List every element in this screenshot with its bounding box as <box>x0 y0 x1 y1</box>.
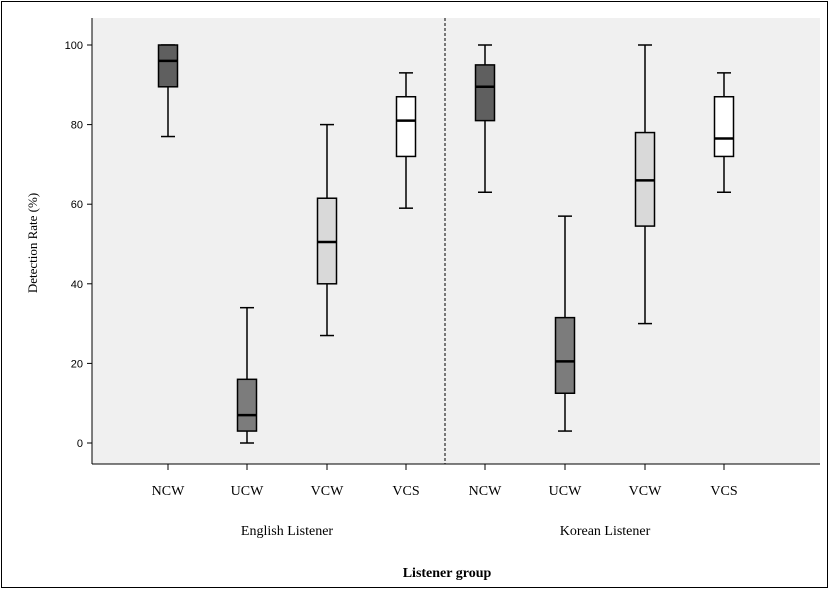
iqr-box <box>395 95 417 158</box>
x-ticks: NCW UCW VCW VCS NCW UCW VCW VCS <box>152 464 738 499</box>
x-axis-label: Listener group <box>403 566 492 581</box>
y-ticks: 0 20 40 60 80 100 <box>65 40 92 450</box>
box-korean-ucw <box>554 215 576 432</box>
x-tick-label: NCW <box>469 484 502 499</box>
iqr-box <box>713 95 735 158</box>
x-tick-label: NCW <box>152 484 185 499</box>
y-tick-label: 20 <box>71 358 83 370</box>
y-tick-label: 60 <box>71 199 83 211</box>
y-tick-label: 40 <box>71 279 83 291</box>
x-tick-label: VCW <box>629 484 662 499</box>
y-tick-label: 100 <box>65 40 83 52</box>
x-tick-label: VCS <box>392 484 419 499</box>
boxes <box>157 44 735 444</box>
iqr-box <box>554 316 576 395</box>
box-english-ncw <box>157 44 179 138</box>
y-tick-label: 0 <box>77 438 83 450</box>
iqr-box <box>157 44 179 88</box>
iqr-box <box>474 64 496 122</box>
iqr-box <box>236 378 258 432</box>
group-labels: English Listener Korean Listener <box>241 524 651 539</box>
y-tick-label: 80 <box>71 120 83 132</box>
y-axis-label: Detection Rate (%) <box>25 193 40 293</box>
plot-area <box>92 18 820 464</box>
x-tick-label: UCW <box>231 484 264 499</box>
box-korean-vcw <box>634 44 656 325</box>
x-tick-label: UCW <box>549 484 582 499</box>
box-korean-vcs <box>713 72 735 194</box>
group-label: English Listener <box>241 524 333 539</box>
x-tick-label: VCS <box>710 484 737 499</box>
box-korean-ncw <box>474 44 496 194</box>
group-label: Korean Listener <box>560 524 651 539</box>
box-english-vcs <box>395 72 417 209</box>
box-english-ucw <box>236 306 258 444</box>
box-english-vcw <box>316 123 338 337</box>
x-tick-label: VCW <box>311 484 344 499</box>
